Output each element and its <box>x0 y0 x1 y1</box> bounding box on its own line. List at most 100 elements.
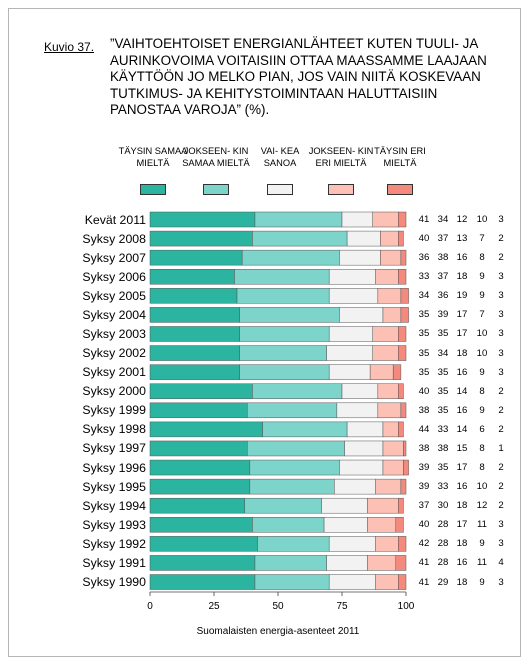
bar-segment <box>328 326 373 342</box>
value-label: 15 <box>456 442 468 454</box>
bar-segment <box>346 421 384 438</box>
x-axis-tick-label: 50 <box>272 601 284 612</box>
value-label: 41 <box>418 214 430 225</box>
value-label: 33 <box>418 271 430 283</box>
value-label: 13 <box>456 233 468 245</box>
value-label: 2 <box>498 252 504 264</box>
value-label: 9 <box>479 404 485 416</box>
value-label: 1 <box>498 442 504 454</box>
value-label: 34 <box>418 290 430 302</box>
bar-segment <box>236 288 330 304</box>
value-label: 18 <box>456 500 468 512</box>
legend-label-1: TÄYSIN SAMAA MIELTÄ <box>118 146 188 168</box>
bar-segment <box>380 230 399 247</box>
bar-segment <box>254 211 343 228</box>
bar-segment <box>323 517 368 533</box>
value-label: 10 <box>476 481 488 493</box>
bar-segment <box>367 517 397 533</box>
value-label: 35 <box>437 328 449 340</box>
bar-segment <box>398 421 404 438</box>
value-label: 9 <box>479 576 485 588</box>
value-label: 10 <box>476 214 488 225</box>
value-label: 3 <box>498 290 504 302</box>
bar-segment <box>341 383 379 399</box>
bar-segment <box>372 345 399 361</box>
bar-segment <box>149 383 253 399</box>
legend-swatch-4 <box>328 184 354 195</box>
value-label: 3 <box>498 214 504 225</box>
row-label: Syksy 2002 <box>82 346 146 361</box>
value-label: 35 <box>437 462 449 474</box>
row-label: Syksy 1998 <box>82 422 146 437</box>
bar-segment <box>400 307 409 323</box>
row-label: Kevät 2011 <box>84 212 146 227</box>
legend-label-2: JOKSEEN- KIN SAMAA MIELTÄ <box>182 146 250 168</box>
bar-segment <box>346 230 381 247</box>
bar-segment <box>252 383 343 399</box>
bar-segment <box>149 555 256 571</box>
bar-segment <box>382 459 404 476</box>
row-label: Syksy 2000 <box>82 384 146 399</box>
value-label: 3 <box>498 271 504 283</box>
bar-segment <box>372 211 399 228</box>
row-label: Syksy 2005 <box>82 288 146 303</box>
bar-segment <box>254 574 330 590</box>
value-label: 42 <box>418 538 430 550</box>
bar-segment <box>234 268 330 285</box>
value-label: 16 <box>456 557 468 569</box>
value-label: 40 <box>418 233 430 245</box>
bar-segment <box>149 307 240 323</box>
value-label: 12 <box>456 214 468 225</box>
value-label: 17 <box>456 519 468 531</box>
value-label: 17 <box>456 328 468 340</box>
bar-segment <box>334 478 376 495</box>
bar-segment <box>375 574 399 590</box>
legend-swatch-3 <box>267 184 293 195</box>
bar-segment <box>254 555 327 571</box>
bar-segment <box>149 268 235 285</box>
value-label: 37 <box>437 271 449 283</box>
value-label: 35 <box>437 385 449 397</box>
bar-segment <box>339 307 384 323</box>
bar-segment <box>400 478 407 495</box>
bar-segment <box>149 440 248 457</box>
value-label: 2 <box>498 233 504 245</box>
legend-swatch-5 <box>387 184 413 195</box>
value-label: 3 <box>498 347 504 359</box>
row-label: Syksy 1995 <box>82 479 146 494</box>
x-axis-tick-label: 25 <box>208 601 220 612</box>
bar-segment <box>377 383 399 399</box>
bar-segment <box>341 211 373 228</box>
bar-segment <box>149 288 238 304</box>
row-label: Syksy 1997 <box>82 441 146 456</box>
bar-segment <box>257 536 330 552</box>
bar-segment <box>400 249 407 266</box>
value-label: 39 <box>418 462 430 474</box>
value-label: 36 <box>418 252 430 264</box>
value-label: 28 <box>437 538 449 550</box>
value-label: 11 <box>477 519 487 531</box>
value-label: 33 <box>437 423 449 435</box>
value-label: 14 <box>456 423 468 435</box>
value-label: 10 <box>476 328 488 340</box>
bar-segment <box>398 326 407 342</box>
bar-segment <box>328 288 379 304</box>
bar-segment <box>372 326 399 342</box>
row-label: Syksy 1994 <box>82 498 146 513</box>
bar-segment <box>377 402 402 419</box>
x-axis-tick-label: 75 <box>336 601 348 612</box>
bar-segment <box>398 268 407 285</box>
value-label: 44 <box>418 423 430 435</box>
bar-segment <box>326 345 373 361</box>
bar-segment <box>244 497 322 514</box>
value-label: 3 <box>498 328 504 340</box>
value-label: 2 <box>498 385 504 397</box>
row-label: Syksy 1993 <box>82 517 146 532</box>
bar-segment <box>149 326 240 342</box>
value-label: 14 <box>456 385 468 397</box>
value-label: 35 <box>418 366 430 378</box>
value-label: 16 <box>456 252 468 264</box>
value-label: 18 <box>456 538 468 550</box>
bar-segment <box>149 364 240 380</box>
bar-segment <box>392 364 402 380</box>
